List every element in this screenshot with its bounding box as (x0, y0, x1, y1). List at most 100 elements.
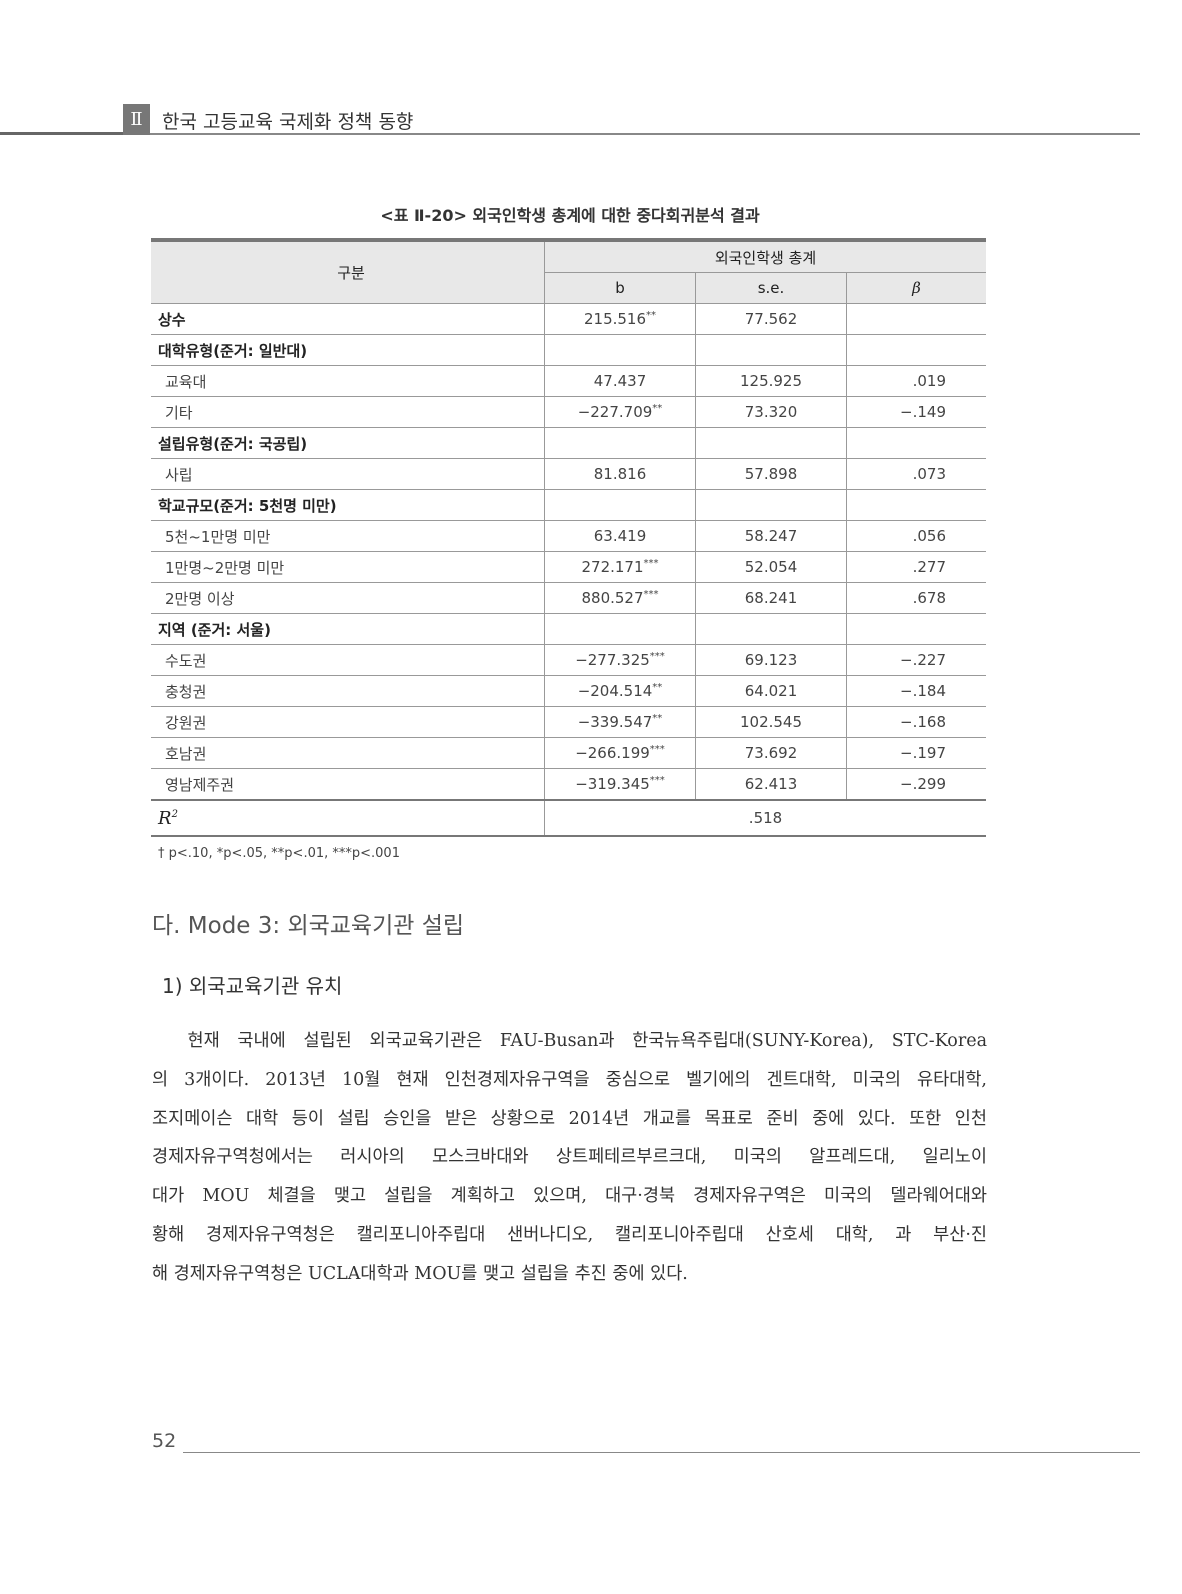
cell-se: 69.123 (695, 644, 847, 676)
significance-stars: *** (649, 775, 665, 786)
cell-beta: −.149 (846, 396, 986, 428)
row-label: 충청권 (151, 675, 545, 707)
r-squared-label: R2 (151, 799, 545, 837)
row-label: 1만명~2만명 미만 (151, 551, 545, 583)
significance-stars: ** (652, 403, 663, 414)
table-row: 강원권 −339.547** 102.545 −.168 (151, 706, 986, 738)
col-header-span: 외국인학생 총계 (544, 239, 986, 273)
b-value: −266.199 (575, 744, 650, 762)
cell-b: 215.516** (544, 303, 696, 335)
table-note: † p<.10, *p<.05, **p<.01, ***p<.001 (158, 846, 400, 861)
cell-beta: .277 (846, 551, 986, 583)
table-row: 사립 81.816 57.898.073 (151, 458, 986, 490)
cell-b: 63.419 (544, 520, 696, 552)
table-caption: <표 Ⅱ-20> 외국인학생 총계에 대한 중다회귀분석 결과 (380, 206, 760, 225)
cell-b: 272.171*** (544, 551, 696, 583)
cell-b (544, 489, 696, 521)
table-row: 2만명 이상 880.527*** 68.241.678 (151, 582, 986, 614)
cell-beta: .073 (846, 458, 986, 490)
significance-stars: ** (652, 682, 663, 693)
cell-se: 58.247 (695, 520, 847, 552)
cell-b: −266.199*** (544, 737, 696, 769)
body-line: 현재 국내에 설립된 외국교육기관은 FAU-Busan과 한국뉴욕주립대(SU… (152, 1031, 987, 1051)
body-line: 해 경제자유구역청은 UCLA대학과 MOU를 맺고 설립을 추진 중에 있다. (152, 1263, 688, 1284)
table-row: 지역 (준거: 서울) (151, 613, 986, 645)
row-label: 호남권 (151, 737, 545, 769)
cell-beta (846, 334, 986, 366)
cell-se: 102.545 (695, 706, 847, 738)
row-label: 상수 (151, 303, 545, 335)
row-label: 기타 (151, 396, 545, 428)
col-header-se: s.e. (695, 272, 847, 304)
significance-stars: ** (652, 713, 663, 724)
table-row: 수도권 −277.325*** 69.123 −.227 (151, 644, 986, 676)
significance-stars: *** (649, 651, 665, 662)
cell-se: 73.692 (695, 737, 847, 769)
cell-beta (846, 489, 986, 521)
cell-beta: .056 (846, 520, 986, 552)
row-label: 사립 (151, 458, 545, 490)
cell-b: −204.514** (544, 675, 696, 707)
cell-b (544, 613, 696, 645)
cell-se: 77.562 (695, 303, 847, 335)
table-row: 상수 215.516** 77.562 (151, 303, 986, 335)
row-label: 영남제주권 (151, 768, 545, 801)
row-label: 강원권 (151, 706, 545, 738)
regression-table: 구분 외국인학생 총계 b s.e. β 상수 215.516** 77.562 대학… (151, 238, 986, 837)
cell-beta: −.299 (846, 768, 986, 801)
table-row: 기타 −227.709** 73.320 −.149 (151, 396, 986, 428)
table-row: 설립유형(준거: 국공립) (151, 427, 986, 459)
header-rule (0, 133, 1140, 135)
b-value: −227.709 (577, 403, 653, 421)
row-label: 지역 (준거: 서울) (151, 613, 545, 645)
cell-b: −227.709** (544, 396, 696, 428)
cell-beta (846, 613, 986, 645)
cell-b: −277.325*** (544, 644, 696, 676)
table-row: 호남권 −266.199*** 73.692 −.197 (151, 737, 986, 769)
cell-se: 64.021 (695, 675, 847, 707)
cell-beta: −.184 (846, 675, 986, 707)
running-header-title: 한국 고등교육 국제화 정책 동향 (162, 111, 414, 133)
cell-b: 81.816 (544, 458, 696, 490)
row-label: 수도권 (151, 644, 545, 676)
body-text: 현재 국내에 설립된 외국교육기관은 FAU-Busan과 한국뉴욕주립대(SU… (152, 1022, 987, 1294)
cell-se: 62.413 (695, 768, 847, 801)
cell-beta (846, 427, 986, 459)
b-value: 47.437 (593, 372, 647, 390)
cell-b (544, 334, 696, 366)
body-line: 의 3개이다. 2013년 10월 현재 인천경제자유구역을 중심으로 벨기에의… (152, 1069, 987, 1090)
chapter-badge: Ⅱ (123, 104, 150, 135)
table-row: 1만명~2만명 미만 272.171*** 52.054.277 (151, 551, 986, 583)
cell-b: −339.547** (544, 706, 696, 738)
body-line: 황해 경제자유구역청은 캘리포니아주립대 샌버나디오, 캘리포니아주립대 산호세… (152, 1224, 987, 1245)
cell-se: 52.054 (695, 551, 847, 583)
cell-b: 880.527*** (544, 582, 696, 614)
row-label: 2만명 이상 (151, 582, 545, 614)
row-label: 5천~1만명 미만 (151, 520, 545, 552)
table-row: 충청권 −204.514** 64.021 −.184 (151, 675, 986, 707)
significance-stars: *** (649, 744, 665, 755)
b-value: −339.547 (577, 713, 653, 731)
cell-beta (846, 303, 986, 335)
body-line: 경제자유구역청에서는 러시아의 모스크바대와 상트페테르부르크대, 미국의 알프… (152, 1147, 987, 1168)
table-row: 교육대 47.437 125.925.019 (151, 365, 986, 397)
cell-beta: .019 (846, 365, 986, 397)
cell-se: 125.925 (695, 365, 847, 397)
cell-b (544, 427, 696, 459)
table-header-row: b s.e. β (151, 272, 986, 304)
b-value: 215.516 (583, 310, 647, 328)
r-squared-value: .518 (544, 799, 986, 837)
cell-beta: .678 (846, 582, 986, 614)
table-row: 5천~1만명 미만 63.419 58.247.056 (151, 520, 986, 552)
b-value: 81.816 (593, 465, 647, 483)
cell-beta: −.197 (846, 737, 986, 769)
b-value: 272.171 (581, 558, 644, 576)
subsection-heading: 1) 외국교육기관 유치 (162, 974, 343, 998)
body-line: 대가 MOU 체결을 맺고 설립을 계획하고 있으며, 대구·경북 경제자유구역… (152, 1186, 987, 1207)
cell-beta: −.227 (846, 644, 986, 676)
cell-se: 73.320 (695, 396, 847, 428)
cell-se: 57.898 (695, 458, 847, 490)
b-value: −277.325 (575, 651, 650, 669)
body-line: 조지메이슨 대학 등이 설립 승인을 받은 상황으로 2014년 개교를 목표로… (152, 1108, 987, 1129)
